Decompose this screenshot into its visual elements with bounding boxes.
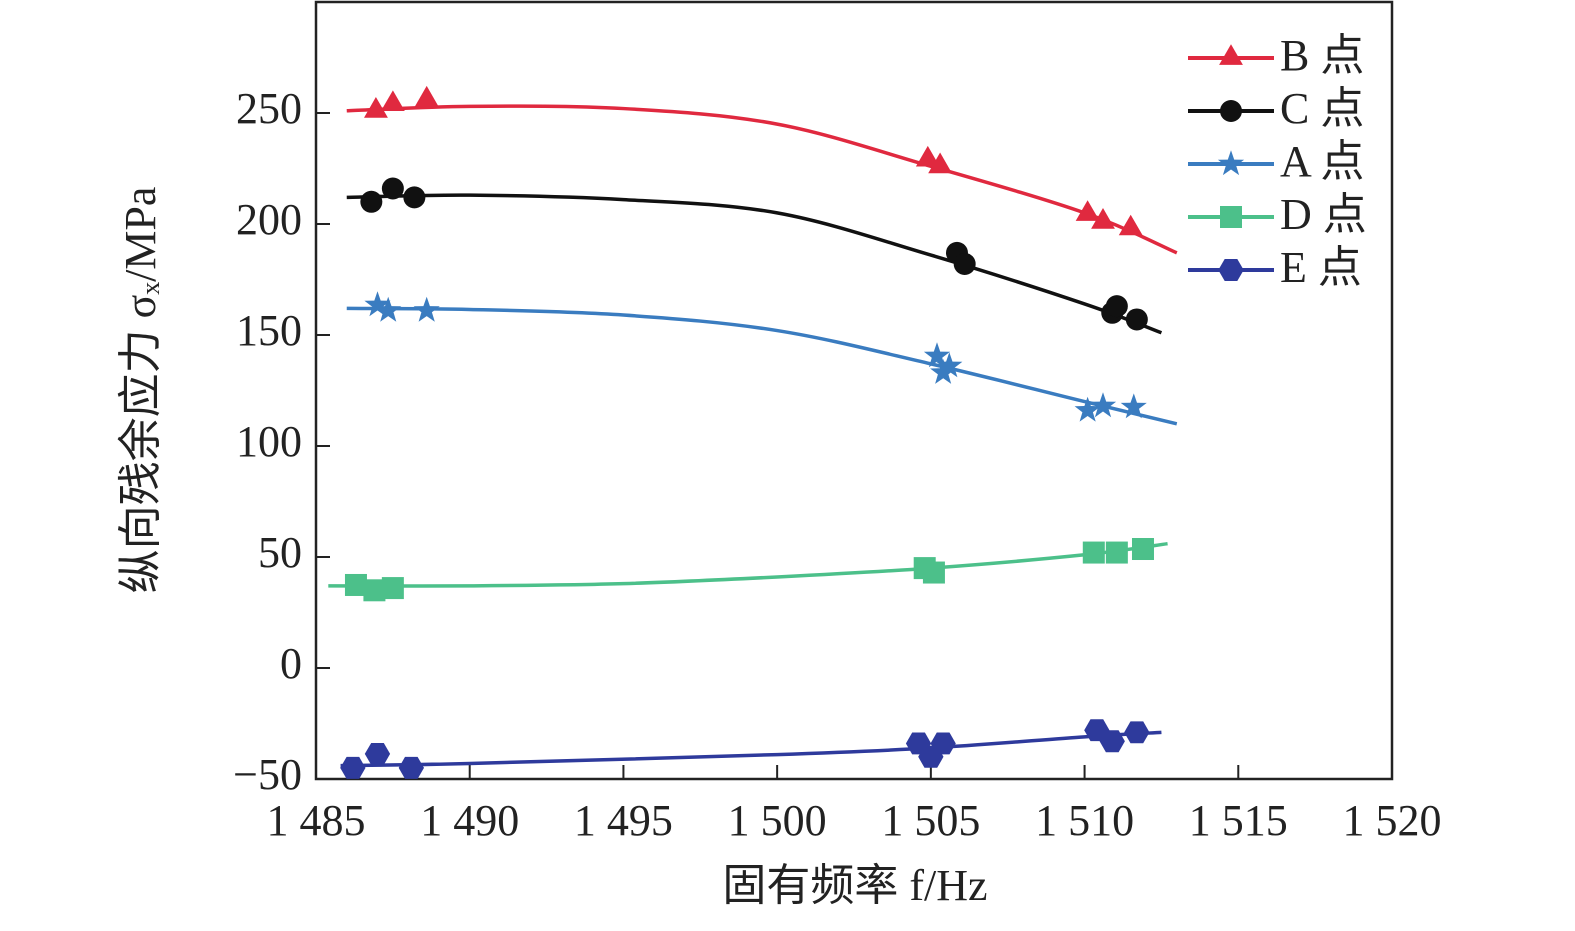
- data-point: [380, 90, 405, 111]
- plot-frame: [314, 0, 1394, 781]
- data-point: [922, 561, 945, 584]
- data-point: [398, 756, 424, 779]
- data-point: [360, 190, 383, 213]
- legend-label: C 点: [1280, 84, 1364, 133]
- y-tick-label: −50: [233, 750, 302, 799]
- data-point: [1125, 308, 1148, 331]
- y-tick-label: 0: [280, 639, 302, 688]
- legend-marker: [1220, 100, 1242, 122]
- legend-marker: [1217, 150, 1245, 176]
- data-point: [1091, 208, 1115, 229]
- y-tick-label: 50: [258, 528, 302, 577]
- y-tick-label: 200: [236, 195, 302, 244]
- y-tick-label: 100: [236, 417, 302, 466]
- data-point: [344, 573, 367, 596]
- fit-line: [346, 193, 1163, 335]
- data-point: [928, 152, 952, 174]
- x-tick-label: 1 515: [1189, 796, 1288, 845]
- legend-label: E 点: [1280, 243, 1362, 292]
- fit-line: [328, 541, 1168, 588]
- x-tick-label: 1 495: [574, 796, 673, 845]
- data-point: [413, 296, 440, 322]
- data-point: [1099, 730, 1125, 753]
- data-point: [364, 97, 388, 118]
- data-point: [1082, 541, 1105, 564]
- y-tick-label: 250: [236, 84, 302, 133]
- data-point: [1105, 295, 1128, 318]
- data-point: [414, 85, 439, 107]
- data-point: [953, 252, 976, 275]
- x-tick-label: 1 485: [267, 796, 366, 845]
- data-point: [1124, 721, 1150, 744]
- data-point: [923, 342, 951, 368]
- data-point: [930, 732, 956, 755]
- legend-marker: [1220, 206, 1242, 228]
- x-tick-label: 1 490: [420, 796, 519, 845]
- x-tick-label: 1 505: [881, 796, 980, 845]
- data-point: [381, 177, 404, 200]
- x-axis-label: 固有频率 f/Hz: [722, 861, 987, 910]
- data-point: [1089, 392, 1117, 418]
- x-tick-label: 1 510: [1035, 796, 1134, 845]
- data-point: [340, 756, 366, 779]
- data-point: [936, 352, 963, 378]
- data-point: [1105, 541, 1128, 564]
- data-point: [363, 579, 386, 602]
- fit-line: [346, 104, 1178, 255]
- legend-label: D 点: [1280, 190, 1367, 239]
- data-point: [403, 186, 426, 209]
- fit-line: [346, 306, 1178, 426]
- legend-marker: [1219, 44, 1243, 65]
- legend-marker: [1218, 259, 1244, 281]
- legend-label: A 点: [1280, 137, 1364, 186]
- fit-line: [340, 730, 1162, 768]
- data-point: [364, 743, 391, 765]
- x-tick-label: 1 520: [1343, 796, 1442, 845]
- data-point: [915, 145, 940, 167]
- x-tick-label: 1 500: [728, 796, 827, 845]
- y-axis-label: 纵向残余应力 σₓ/MPa: [116, 187, 165, 594]
- legend-label: B 点: [1280, 31, 1364, 80]
- y-tick-label: 150: [236, 306, 302, 355]
- data-point: [1120, 393, 1147, 419]
- data-point: [1118, 214, 1143, 236]
- data-point: [381, 577, 404, 600]
- data-point: [1075, 200, 1100, 221]
- data-point: [1131, 538, 1154, 561]
- data-point: [1074, 396, 1101, 422]
- data-point: [375, 296, 402, 322]
- data-point: [364, 291, 391, 317]
